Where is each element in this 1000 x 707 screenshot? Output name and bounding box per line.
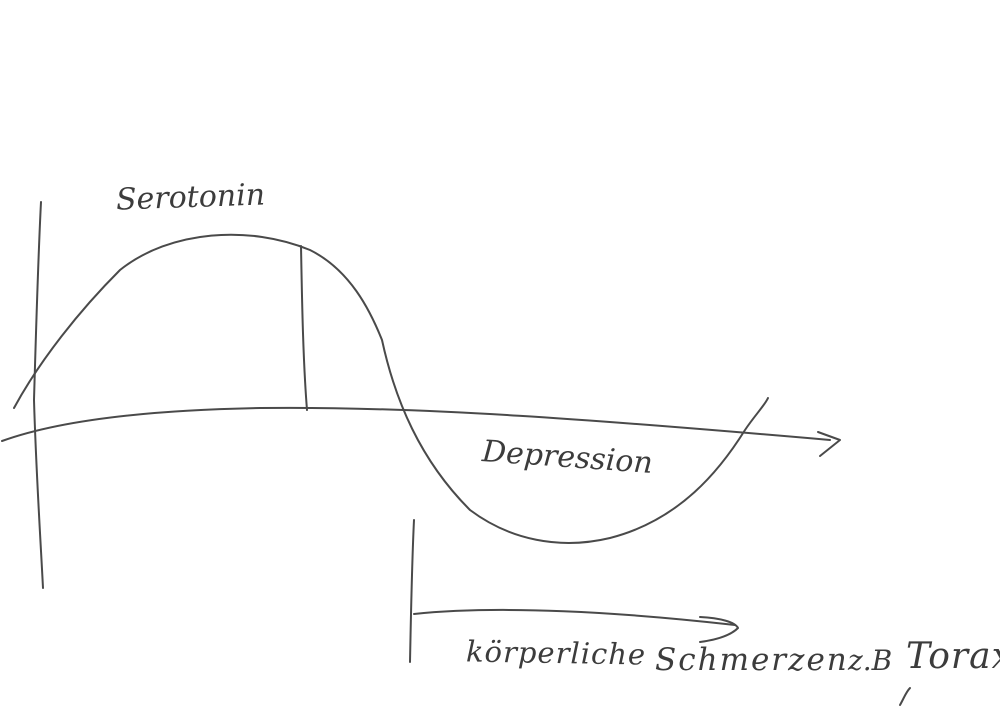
koerperliche-label: körperliche [465, 634, 647, 672]
vertical-axis [33, 201, 44, 589]
axis-arrowhead [817, 431, 841, 457]
horizontal-axis [1, 406, 831, 442]
serotonin-label: Serotonin [115, 177, 266, 218]
duration-arrow [413, 608, 736, 626]
duration-arrowhead [699, 616, 739, 643]
torax-label: Torax [906, 636, 1000, 677]
zb-label: z.B [848, 644, 893, 677]
onset-marker-line [409, 519, 415, 663]
peak-marker-line [300, 245, 308, 411]
schmerzen-label: Schmerzen [655, 642, 849, 678]
pointer-stroke [899, 687, 911, 706]
serotonin-wave [13, 233, 769, 544]
